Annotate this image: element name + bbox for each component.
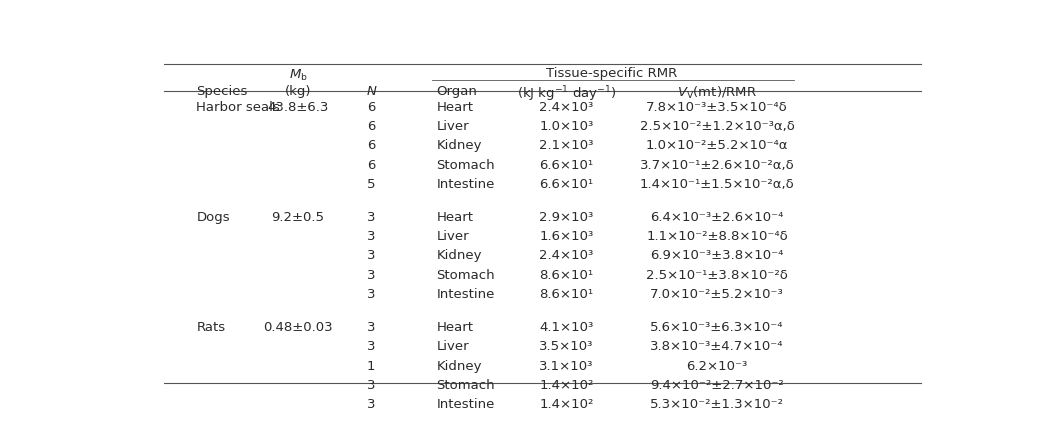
Text: 1.6×10³: 1.6×10³: [540, 230, 593, 243]
Text: 7.8×10⁻³±3.5×10⁻⁴δ: 7.8×10⁻³±3.5×10⁻⁴δ: [646, 101, 788, 113]
Text: 3: 3: [368, 269, 376, 282]
Text: Intestine: Intestine: [437, 399, 495, 412]
Text: 3.5×10³: 3.5×10³: [540, 340, 594, 353]
Text: $M_\mathregular{b}$: $M_\mathregular{b}$: [289, 68, 308, 82]
Text: 3.8×10⁻³±4.7×10⁻⁴: 3.8×10⁻³±4.7×10⁻⁴: [650, 340, 784, 353]
Text: 3: 3: [368, 211, 376, 224]
Text: 3: 3: [368, 379, 376, 392]
Text: 1.4×10⁻¹±1.5×10⁻²α,δ: 1.4×10⁻¹±1.5×10⁻²α,δ: [639, 178, 795, 191]
Text: Kidney: Kidney: [437, 140, 482, 153]
Text: 1.4×10²: 1.4×10²: [540, 399, 594, 412]
Text: 3: 3: [368, 289, 376, 301]
Text: Liver: Liver: [437, 120, 469, 133]
Text: Kidney: Kidney: [437, 360, 482, 372]
Text: 1.0×10⁻²±5.2×10⁻⁴α: 1.0×10⁻²±5.2×10⁻⁴α: [646, 140, 789, 153]
Text: Rats: Rats: [196, 320, 226, 334]
Text: 6.6×10¹: 6.6×10¹: [540, 178, 593, 191]
Text: Heart: Heart: [437, 320, 474, 334]
Text: 2.9×10³: 2.9×10³: [540, 211, 593, 224]
Text: Organ: Organ: [437, 85, 478, 98]
Text: Stomach: Stomach: [437, 379, 495, 392]
Text: Tissue-specific RMR: Tissue-specific RMR: [546, 68, 677, 80]
Text: 0.48±0.03: 0.48±0.03: [264, 320, 333, 334]
Text: 6.6×10¹: 6.6×10¹: [540, 159, 593, 172]
Text: 8.6×10¹: 8.6×10¹: [540, 289, 593, 301]
Text: 5.6×10⁻³±6.3×10⁻⁴: 5.6×10⁻³±6.3×10⁻⁴: [650, 320, 784, 334]
Text: 6.2×10⁻³: 6.2×10⁻³: [687, 360, 748, 372]
Text: 2.4×10³: 2.4×10³: [540, 249, 593, 262]
Text: 2.5×10⁻¹±3.8×10⁻²δ: 2.5×10⁻¹±3.8×10⁻²δ: [646, 269, 789, 282]
Text: Intestine: Intestine: [437, 289, 495, 301]
Text: 7.0×10⁻²±5.2×10⁻³: 7.0×10⁻²±5.2×10⁻³: [650, 289, 784, 301]
Text: 8.6×10¹: 8.6×10¹: [540, 269, 593, 282]
Text: 1.4×10²: 1.4×10²: [540, 379, 594, 392]
Text: 5: 5: [368, 178, 376, 191]
Text: 2.5×10⁻²±1.2×10⁻³α,δ: 2.5×10⁻²±1.2×10⁻³α,δ: [639, 120, 795, 133]
Text: 3.1×10³: 3.1×10³: [540, 360, 594, 372]
Text: 3: 3: [368, 320, 376, 334]
Text: Stomach: Stomach: [437, 269, 495, 282]
Text: 6: 6: [368, 140, 376, 153]
Text: 1.0×10³: 1.0×10³: [540, 120, 593, 133]
Text: 6.9×10⁻³±3.8×10⁻⁴: 6.9×10⁻³±3.8×10⁻⁴: [650, 249, 784, 262]
Text: Dogs: Dogs: [196, 211, 230, 224]
Text: Intestine: Intestine: [437, 178, 495, 191]
Text: 3: 3: [368, 399, 376, 412]
Text: Heart: Heart: [437, 211, 474, 224]
Text: Harbor seals: Harbor seals: [196, 101, 280, 113]
Text: 5.3×10⁻²±1.3×10⁻²: 5.3×10⁻²±1.3×10⁻²: [650, 399, 784, 412]
Text: Heart: Heart: [437, 101, 474, 113]
Text: 6: 6: [368, 159, 376, 172]
Text: 2.4×10³: 2.4×10³: [540, 101, 593, 113]
Text: 3: 3: [368, 230, 376, 243]
Text: $\mathit{V}_\mathregular{V}$(mt)/RMR: $\mathit{V}_\mathregular{V}$(mt)/RMR: [677, 85, 757, 101]
Text: (kJ kg$^{-1}$ day$^{-1}$): (kJ kg$^{-1}$ day$^{-1}$): [517, 85, 616, 104]
Text: Species: Species: [196, 85, 248, 98]
Text: Kidney: Kidney: [437, 249, 482, 262]
Text: 3.7×10⁻¹±2.6×10⁻²α,δ: 3.7×10⁻¹±2.6×10⁻²α,δ: [639, 159, 795, 172]
Text: 4.1×10³: 4.1×10³: [540, 320, 593, 334]
Text: 9.4×10⁻²±2.7×10⁻²: 9.4×10⁻²±2.7×10⁻²: [650, 379, 784, 392]
Text: 1: 1: [368, 360, 376, 372]
Text: 6: 6: [368, 120, 376, 133]
Text: 2.1×10³: 2.1×10³: [540, 140, 594, 153]
Text: Stomach: Stomach: [437, 159, 495, 172]
Text: 3: 3: [368, 249, 376, 262]
Text: Liver: Liver: [437, 230, 469, 243]
Text: 6.4×10⁻³±2.6×10⁻⁴: 6.4×10⁻³±2.6×10⁻⁴: [650, 211, 784, 224]
Text: (kg): (kg): [285, 85, 311, 98]
Text: $N$: $N$: [365, 85, 377, 98]
Text: 9.2±0.5: 9.2±0.5: [272, 211, 324, 224]
Text: 43.8±6.3: 43.8±6.3: [268, 101, 329, 113]
Text: Liver: Liver: [437, 340, 469, 353]
Text: 6: 6: [368, 101, 376, 113]
Text: 3: 3: [368, 340, 376, 353]
Text: 1.1×10⁻²±8.8×10⁻⁴δ: 1.1×10⁻²±8.8×10⁻⁴δ: [646, 230, 788, 243]
